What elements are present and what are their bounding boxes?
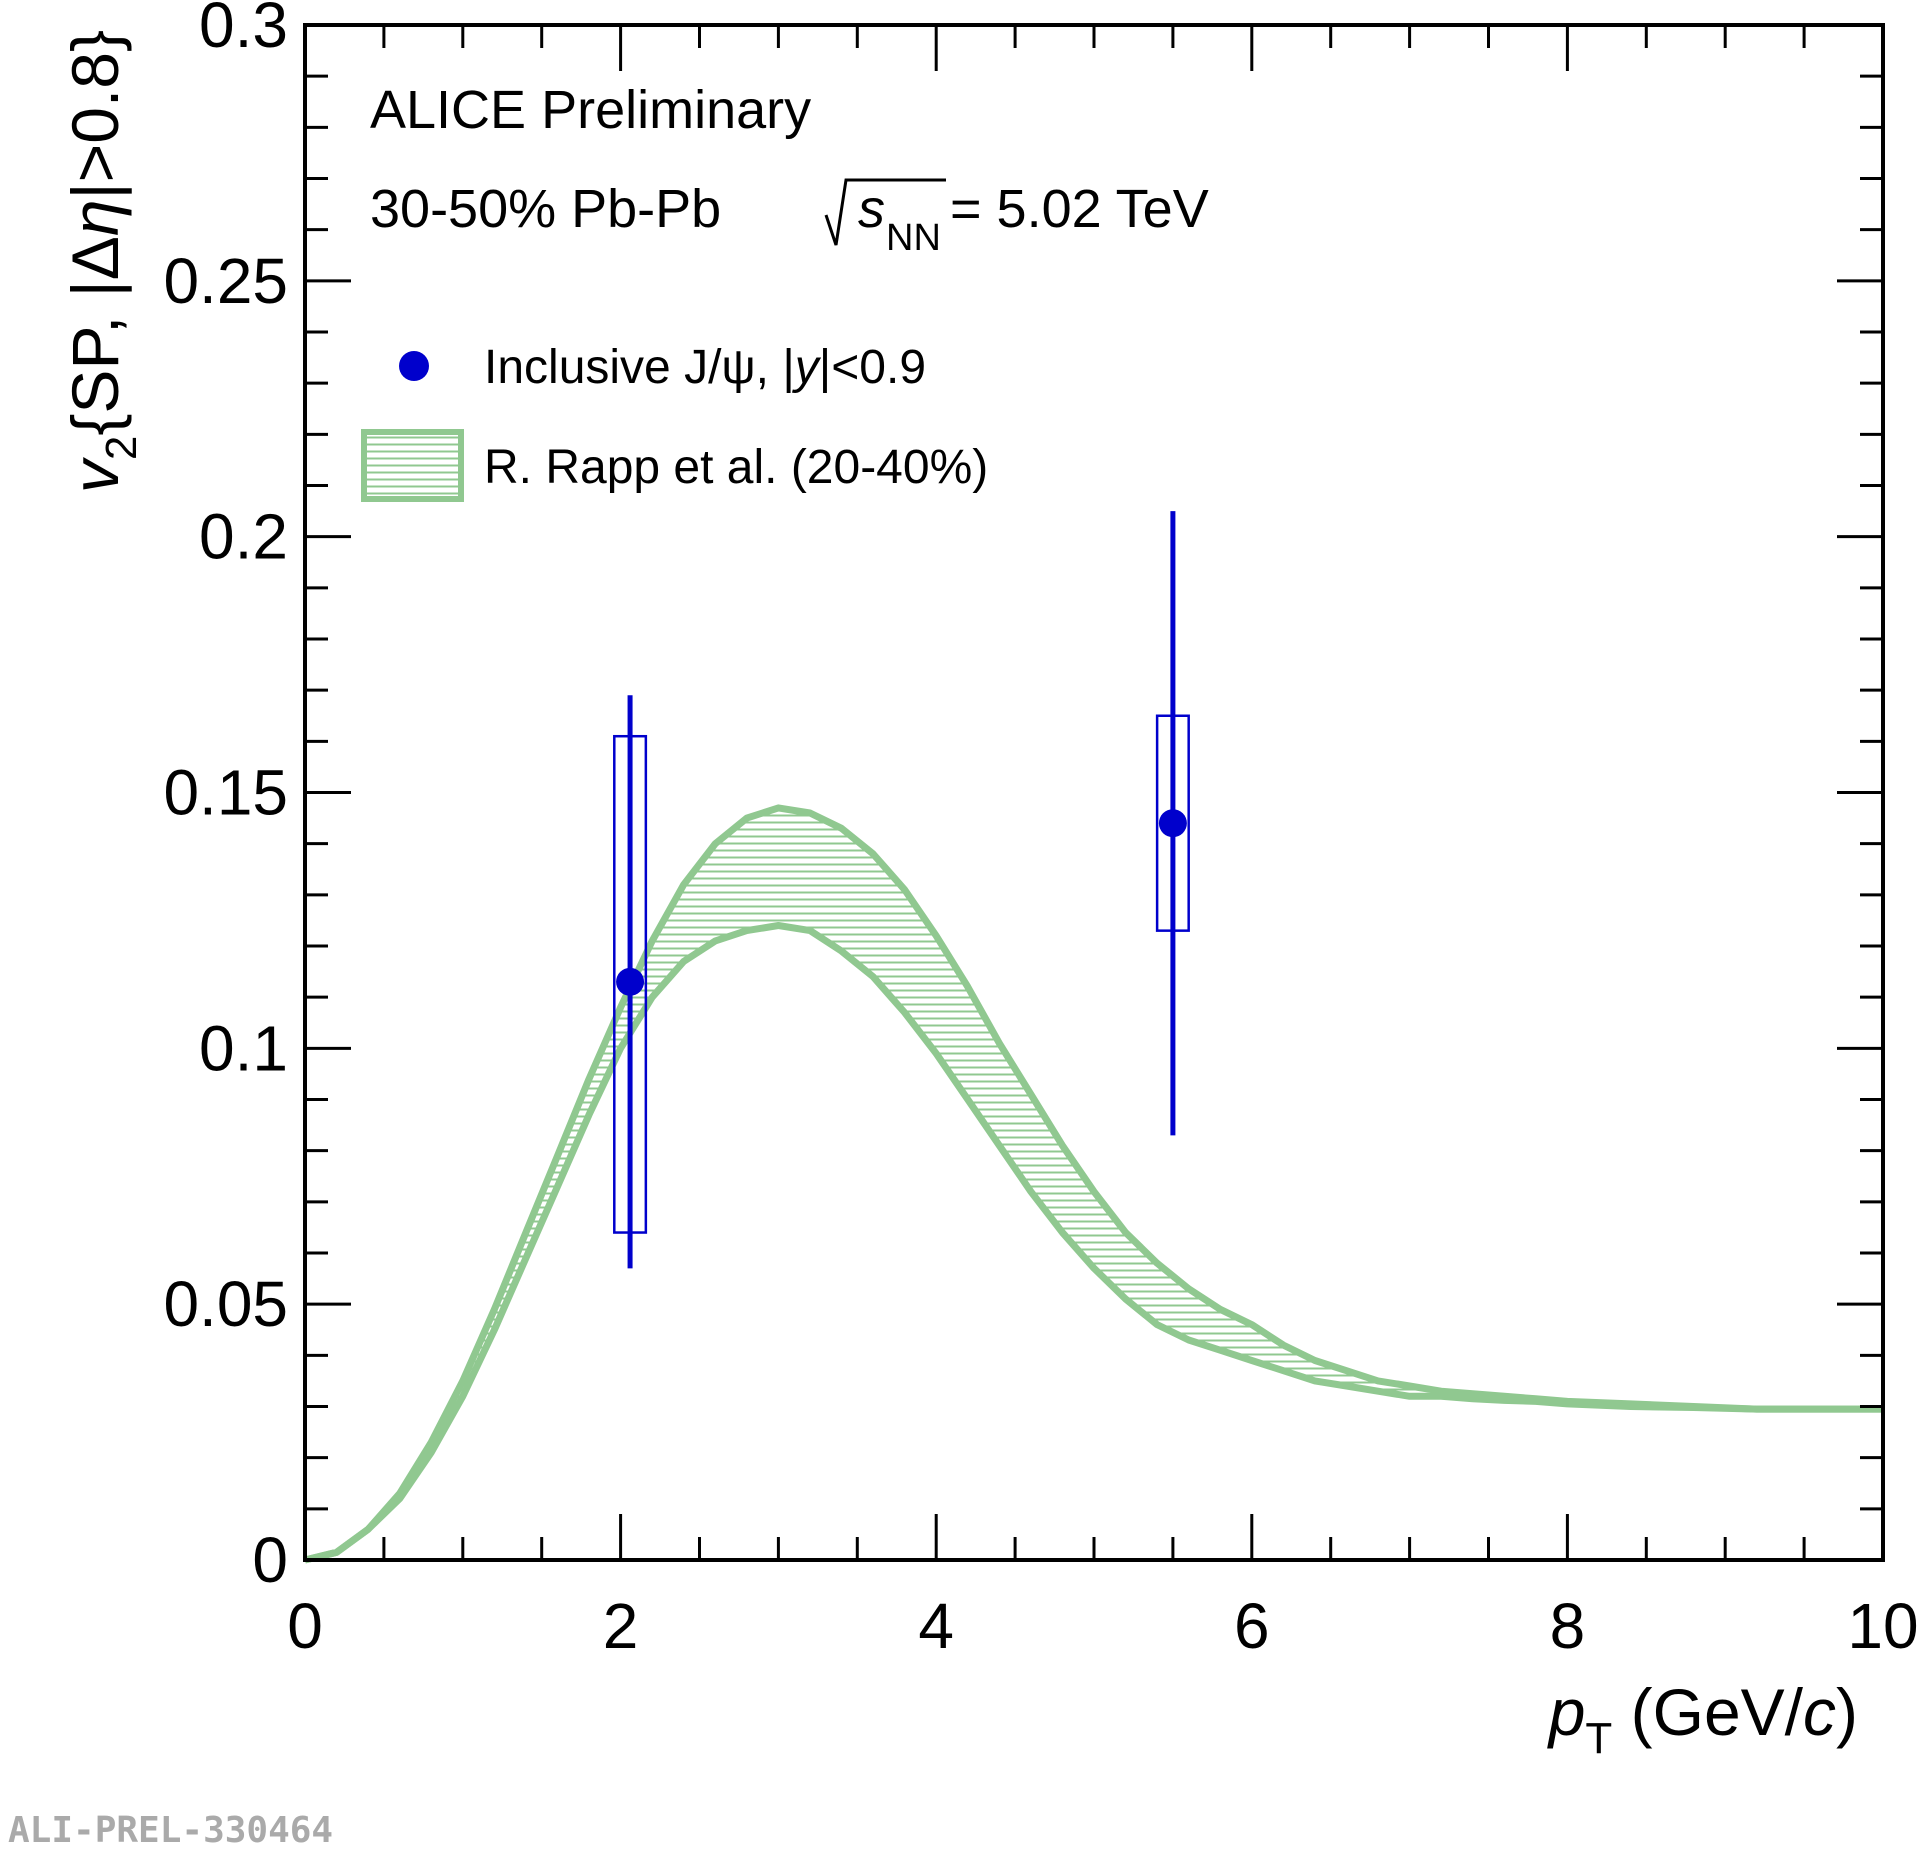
figure-id: ALI-PREL-330464 [8,1810,333,1851]
x-tick-label: 2 [603,1590,639,1662]
legend-marker-data [399,351,429,381]
y-tick-label: 0.3 [199,0,288,61]
y-tick-label: 0.2 [199,501,288,573]
data-points [613,511,1190,1269]
svg-text:s: s [858,179,885,239]
axis-ticks [303,23,1885,1562]
data-marker [1158,809,1187,838]
band-upper-edge [304,804,1883,1564]
x-tick-label: 10 [1847,1590,1918,1662]
x-axis-title: pT (GeV/c) [1547,1675,1858,1763]
x-tick-label: 8 [1550,1590,1586,1662]
y-tick-label: 0.05 [163,1268,288,1340]
y-tick-label: 0 [252,1524,288,1596]
x-tick-label: 6 [1234,1590,1270,1662]
legend-marker-band [361,429,464,502]
y-tick-labels: 0 0.05 0.1 0.15 0.2 0.25 0.3 [163,0,288,1596]
x-tick-label: 0 [287,1590,323,1662]
legend-label-band: R. Rapp et al. (20-40%) [484,441,988,494]
data-point-1 [613,695,648,1269]
energy-label: s NN = 5.02 TeV [824,178,1209,259]
y-tick-label: 0.1 [199,1012,288,1084]
y-axis-title: v2{SP, |Δη|>0.8} [58,30,146,493]
legend: Inclusive J/ψ, |y|<0.9 R. Rapp et al. (2… [361,341,988,502]
y-tick-label: 0.25 [163,245,288,317]
collision-system: 30-50% Pb-Pb [370,179,721,239]
sqrt-sign [824,178,946,246]
experiment-label: ALICE Preliminary [370,80,811,140]
theory-band [304,804,1883,1564]
y-tick-label: 0.15 [163,757,288,829]
svg-text:NN: NN [886,217,941,259]
legend-label-data: Inclusive J/ψ, |y|<0.9 [484,341,926,394]
x-tick-label: 4 [918,1590,954,1662]
plot-frame [303,23,1885,1562]
band-lower-edge [304,922,1883,1564]
data-marker [616,967,645,996]
data-point-2 [1155,511,1190,1136]
svg-text:= 5.02 TeV: = 5.02 TeV [950,179,1209,239]
x-tick-labels: 0 2 4 6 8 10 [287,1590,1918,1662]
band-fill [305,807,1883,1560]
